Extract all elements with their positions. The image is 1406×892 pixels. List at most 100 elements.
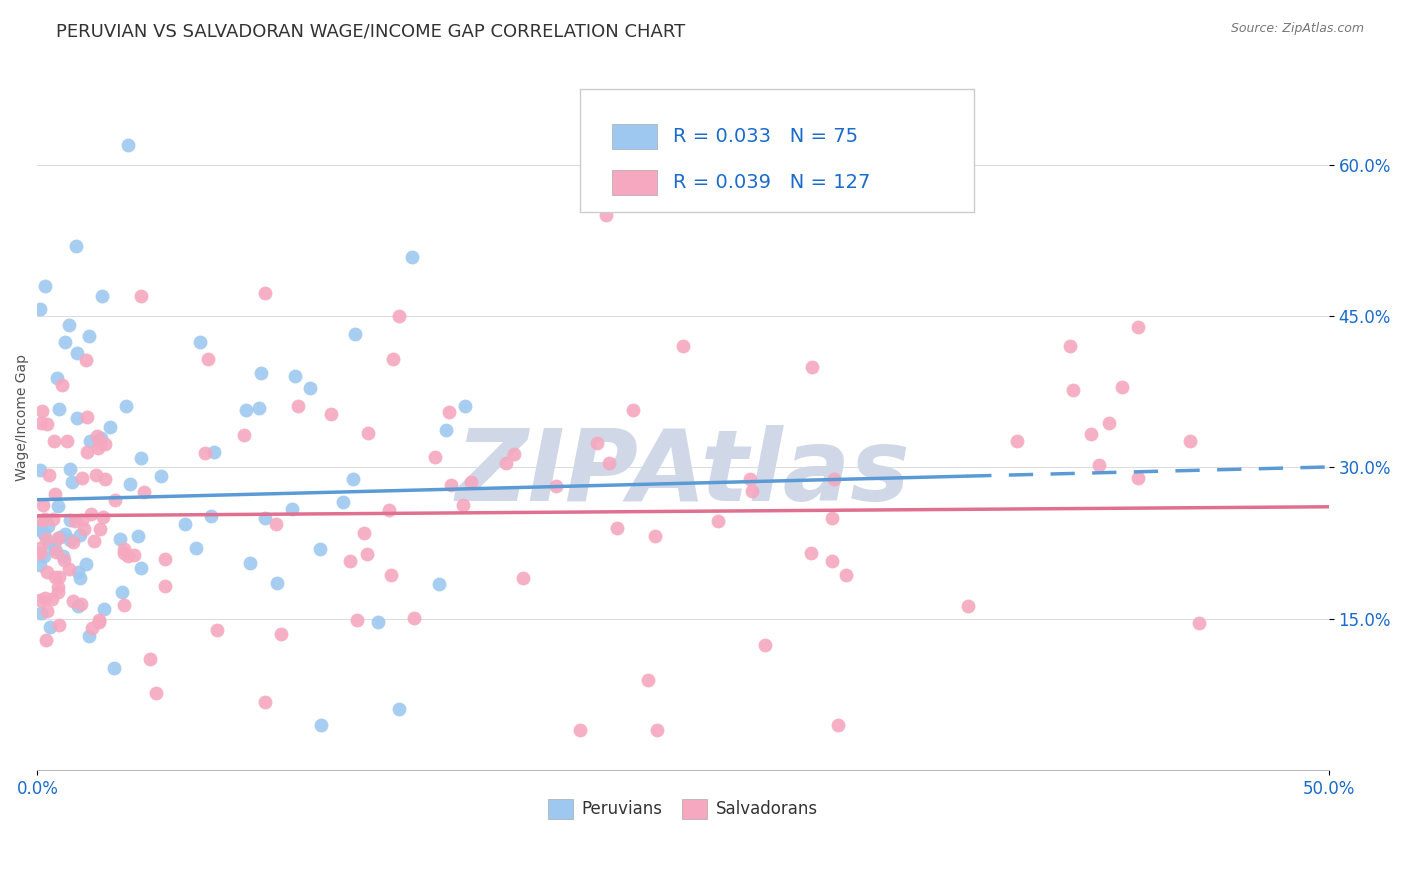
Point — [644, 529, 666, 543]
Point — [380, 568, 402, 582]
Point — [117, 137, 139, 152]
Point — [48, 617, 70, 632]
Point — [1005, 434, 1028, 448]
Point — [401, 250, 423, 264]
Point — [585, 436, 607, 450]
Point — [42, 512, 65, 526]
Point — [382, 351, 405, 366]
Point — [52, 553, 75, 567]
Point — [264, 517, 287, 532]
Point — [69, 571, 91, 585]
Point — [122, 548, 145, 562]
Point — [309, 541, 332, 556]
Point — [194, 446, 217, 460]
Point — [402, 611, 425, 625]
Point — [356, 548, 378, 562]
Point — [37, 565, 59, 579]
Point — [51, 377, 73, 392]
Point — [451, 498, 474, 512]
Point — [957, 599, 980, 614]
Point — [77, 629, 100, 643]
Point — [284, 369, 307, 384]
Point — [112, 541, 135, 556]
Point — [266, 576, 288, 591]
Point — [89, 436, 111, 450]
Point — [672, 339, 695, 353]
Point — [34, 591, 56, 606]
Point — [84, 468, 107, 483]
Point — [44, 570, 66, 584]
Point — [153, 551, 176, 566]
Point — [388, 702, 411, 716]
Point — [91, 509, 114, 524]
Text: ZIPAtlas: ZIPAtlas — [456, 425, 911, 522]
Point — [52, 549, 75, 563]
Point — [76, 445, 98, 459]
Point — [76, 410, 98, 425]
Point — [75, 352, 97, 367]
Point — [343, 327, 366, 342]
Point — [1059, 339, 1081, 353]
Point — [454, 399, 477, 413]
Point — [741, 483, 763, 498]
Point — [200, 509, 222, 524]
Point — [801, 359, 824, 374]
Point — [35, 417, 58, 432]
Y-axis label: Wage/Income Gap: Wage/Income Gap — [15, 353, 30, 481]
Point — [66, 599, 89, 614]
Point — [202, 444, 225, 458]
FancyBboxPatch shape — [579, 89, 973, 212]
Point — [129, 289, 152, 303]
Point — [30, 546, 52, 560]
Point — [90, 431, 112, 445]
Point — [129, 451, 152, 466]
Point — [66, 565, 89, 579]
Point — [32, 527, 55, 541]
Point — [1111, 380, 1133, 394]
Point — [378, 502, 401, 516]
Point — [103, 661, 125, 675]
Point — [434, 423, 457, 437]
Point — [70, 471, 93, 485]
Point — [35, 633, 58, 648]
Point — [321, 408, 343, 422]
Point — [738, 472, 761, 486]
Point — [332, 495, 354, 509]
Point — [89, 522, 111, 536]
Point — [132, 485, 155, 500]
Point — [59, 513, 82, 527]
Point — [270, 627, 292, 641]
Point — [112, 599, 135, 613]
Point — [357, 426, 380, 441]
Point — [439, 404, 461, 418]
Point — [83, 533, 105, 548]
Point — [59, 462, 82, 476]
Point — [754, 638, 776, 652]
Point — [62, 594, 84, 608]
Point — [153, 579, 176, 593]
Point — [298, 381, 321, 395]
Point — [31, 403, 53, 417]
Point — [98, 420, 121, 434]
Point — [46, 499, 69, 513]
Point — [568, 723, 591, 737]
Point — [339, 553, 361, 567]
Point — [1098, 416, 1121, 430]
Point — [239, 557, 262, 571]
Point — [28, 593, 51, 607]
Point — [346, 613, 368, 627]
Point — [28, 523, 51, 537]
Point — [28, 558, 51, 573]
Point — [1128, 471, 1150, 485]
Point — [129, 560, 152, 574]
Point — [112, 546, 135, 560]
Point — [1062, 383, 1084, 397]
Point — [70, 513, 93, 527]
Point — [250, 366, 273, 380]
Point — [87, 442, 110, 456]
Point — [233, 427, 256, 442]
Point — [45, 371, 67, 385]
Point — [58, 318, 80, 333]
Text: R = 0.039   N = 127: R = 0.039 N = 127 — [672, 173, 870, 192]
Text: PERUVIAN VS SALVADORAN WAGE/INCOME GAP CORRELATION CHART: PERUVIAN VS SALVADORAN WAGE/INCOME GAP C… — [56, 22, 686, 40]
